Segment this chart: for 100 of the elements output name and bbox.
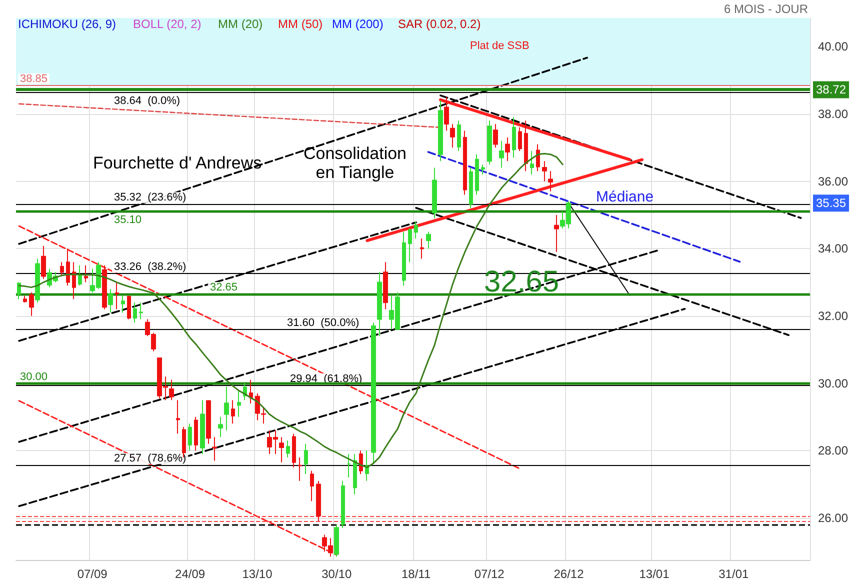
ref-line-label: 35.32 (23.6%) [114,192,186,204]
candlestick [231,400,235,424]
candlestick [224,386,229,431]
ref-line-label: 38.85 [20,72,48,85]
candlestick [512,116,516,158]
annotation: SAR (0.02, 0.2) [398,17,481,31]
x-tick-label: 24/09 [175,567,206,580]
annotation: 32.65 [484,266,560,299]
candlestick [133,302,137,324]
candlestick [426,231,431,250]
x-tick-label: 13/01 [639,567,670,580]
candlestick [212,436,217,462]
candlestick [493,124,498,148]
candlestick [169,379,174,401]
candlestick [554,214,559,252]
candlestick [469,167,473,209]
candlestick [139,302,143,320]
candlestick [249,379,253,404]
candlestick [542,160,547,182]
annotation: Fourchette d' Andrews [93,154,262,172]
candlestick [41,245,46,280]
y-tick-label: 40.00 [818,40,848,54]
candlestick [218,416,223,438]
annotation: ICHIMOKU (26, 9) [18,17,116,31]
annotation: MM (200) [332,17,384,31]
annotation: 38.72 [816,82,846,97]
candlestick [377,272,382,337]
y-tick-label: 36.00 [818,174,848,188]
candlestick [432,167,437,219]
candlestick [487,120,492,165]
candlestick [408,228,412,263]
y-tick-label: 34.00 [818,242,848,256]
candlestick [530,150,534,176]
candlestick [255,392,260,421]
candlestick [316,480,321,522]
candlestick [84,264,88,283]
candlestick [286,440,290,458]
candlestick [237,389,241,418]
candlestick [17,282,21,300]
x-tick-label: 13/10 [242,567,273,580]
candlestick [66,248,70,286]
candlestick [536,144,540,172]
candlestick [304,443,308,475]
x-tick-label: 07/09 [77,567,108,580]
ref-line-label: 33.26 (38.2%) [114,261,186,274]
candlestick [60,262,64,276]
candlestick [518,126,522,152]
candlestick [383,262,388,310]
candlestick [444,96,449,132]
ref-line-label: 35.10 [114,214,142,226]
candlestick [347,453,351,478]
annotation: Consolidation en Tiangle [303,144,407,182]
annotation: Plat de SSB [470,40,530,52]
candlestick [402,231,406,286]
candlestick [23,295,27,303]
candlestick [450,124,455,148]
ref-line-label: 31.60 (50.0%) [287,316,360,329]
candlestick [121,295,125,314]
candlestick [420,238,424,260]
candlestick [188,423,192,452]
x-tick-label: 26/12 [554,567,584,580]
ref-line-label: 29.94 (61.8%) [290,372,362,385]
text: 6 MOIS - JOUR [724,2,808,16]
candlestick [261,406,266,424]
x-tick-label: 07/12 [474,567,505,580]
ref-line-label: 32.65 [210,282,238,294]
annotation: BOLL (20, 2) [133,17,202,31]
ref-line-label: 38.64 (0.0%) [114,94,180,107]
candlestick [548,170,553,192]
annotation: MM (50) [278,17,323,31]
candlestick [499,140,504,168]
ref-line-label: 30.00 [20,370,48,383]
x-tick-label: 30/10 [322,567,352,580]
candlestick [505,137,510,162]
candlestick [127,295,131,320]
candlestick [310,470,314,502]
x-tick-label: 18/11 [401,567,431,580]
candlestick [371,322,376,465]
candlestick [292,433,296,468]
candlestick [524,120,528,172]
y-tick-label: 26.00 [818,510,848,525]
candlestick [475,154,479,196]
candlestick [463,130,467,196]
candlestick [457,120,461,152]
candlestick [334,524,339,558]
candlestick [481,164,485,176]
y-tick-label: 28.00 [818,444,848,458]
candlestick [341,480,345,529]
candlestick [353,453,357,495]
annotation: 35.35 [816,196,846,210]
candlestick [200,400,205,454]
candlestick [414,221,418,240]
candlestick [108,288,113,314]
candlestick [438,100,443,162]
candlestick [194,416,198,452]
y-tick-label: 38.00 [818,106,848,121]
y-tick-label: 32.00 [818,308,848,323]
candlestick [176,400,180,434]
ref-line-label: 27.57 (78.6%) [114,452,186,465]
candlestick [29,292,34,316]
